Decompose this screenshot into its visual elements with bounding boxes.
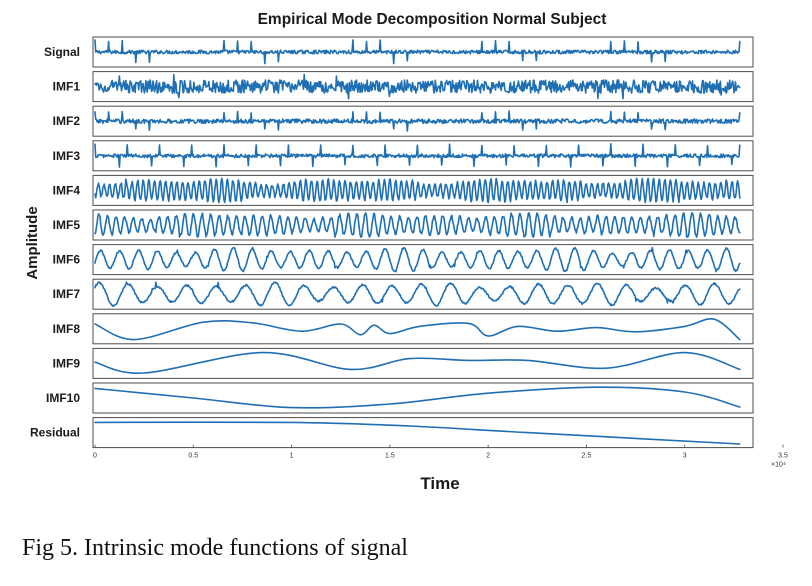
x-tick-label: 1.5 <box>385 453 395 460</box>
series-label: Residual <box>30 426 80 440</box>
series-label: IMF8 <box>53 322 81 336</box>
x-tick-label: 3 <box>683 453 687 460</box>
panel-imf1: IMF1 <box>53 71 754 103</box>
x-tick-label: 0.5 <box>188 453 198 460</box>
x-tick-label: 3.5 <box>778 453 788 460</box>
panel-imf8: IMF8 <box>53 313 754 345</box>
panel-frame <box>92 347 754 379</box>
series-trace-residual <box>94 421 741 445</box>
imf-panels: Signal IMF1 IMF2 IMF3 IMF4 IMF5 IMF6 IMF7 IMF8 IM… <box>30 36 754 449</box>
panel-imf5: IMF5 <box>53 209 754 241</box>
x-tick-label: 1 <box>290 453 294 460</box>
series-label: IMF9 <box>53 356 81 370</box>
panel-imf4: IMF4 <box>53 174 754 206</box>
series-trace-imf9 <box>94 351 741 374</box>
series-label: IMF10 <box>46 391 80 405</box>
x-axis-label: Time <box>420 474 459 493</box>
panel-frame <box>92 313 754 345</box>
series-label: IMF1 <box>53 80 81 94</box>
series-trace-imf5 <box>94 212 741 238</box>
panel-imf7: IMF7 <box>53 278 754 310</box>
panel-imf6: IMF6 <box>53 244 754 276</box>
panel-imf3: IMF3 <box>53 140 754 172</box>
chart-title: Empirical Mode Decomposition Normal Subj… <box>258 11 607 28</box>
x-tick-label: 0 <box>93 453 97 460</box>
series-trace-imf2 <box>94 110 741 132</box>
panel-imf10: IMF10 <box>46 382 754 414</box>
panel-imf2: IMF2 <box>53 105 754 137</box>
y-axis-label: Amplitude <box>24 206 41 279</box>
series-trace-signal <box>94 39 741 65</box>
panel-residual: Residual <box>30 417 754 449</box>
series-label: IMF3 <box>53 149 81 163</box>
series-trace-imf7 <box>94 281 741 307</box>
panel-imf9: IMF9 <box>53 347 754 379</box>
figure-caption: Fig 5. Intrinsic mode functions of signa… <box>22 535 408 561</box>
x-exponent-label: ×10⁴ <box>771 462 786 469</box>
series-trace-imf10 <box>94 386 741 409</box>
panel-frame <box>92 278 754 310</box>
panel-signal: Signal <box>44 36 754 68</box>
series-label: Signal <box>44 45 80 59</box>
series-label: IMF4 <box>53 183 81 197</box>
x-tick-label: 2 <box>486 453 490 460</box>
series-trace-imf6 <box>94 246 741 273</box>
series-trace-imf1 <box>94 73 741 100</box>
series-label: IMF7 <box>53 287 81 301</box>
series-trace-imf8 <box>94 317 741 341</box>
series-trace-imf4 <box>94 177 741 204</box>
series-label: IMF5 <box>53 218 81 232</box>
x-tick-label: 2.5 <box>582 453 592 460</box>
series-label: IMF2 <box>53 114 81 128</box>
series-trace-imf3 <box>94 143 741 168</box>
series-label: IMF6 <box>53 253 81 267</box>
x-axis: 0 0.5 1 1.5 2 2.5 3 3.5 ×10⁴ <box>93 444 788 469</box>
